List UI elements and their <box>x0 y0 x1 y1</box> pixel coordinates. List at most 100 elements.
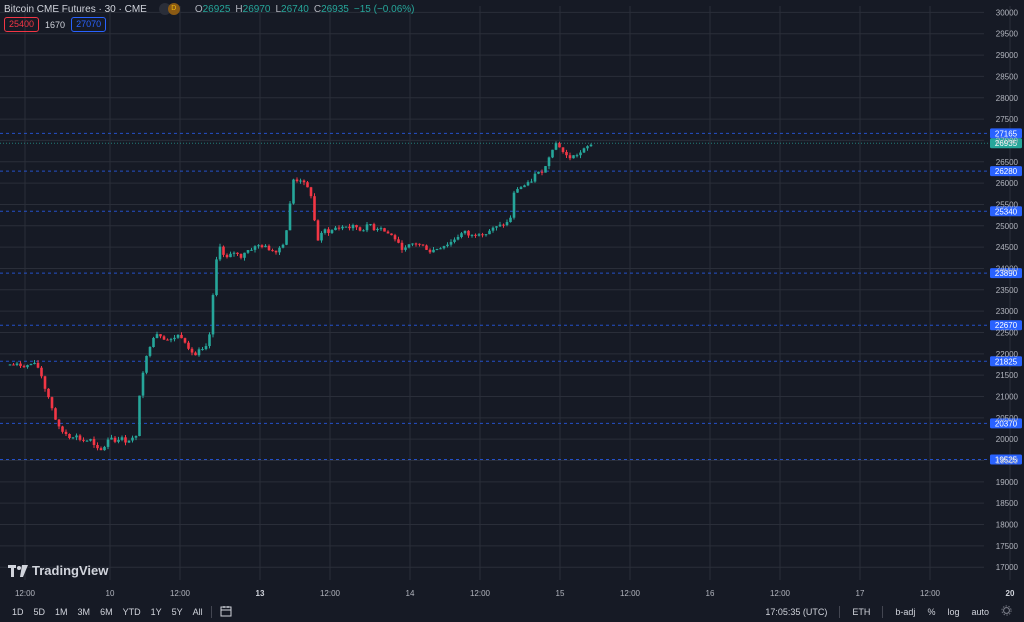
horizontal-line-label-bg <box>990 268 1022 279</box>
candle-body <box>124 437 127 443</box>
candle-body <box>558 143 561 148</box>
candle-body <box>432 249 435 253</box>
alert-right[interactable]: 27070 <box>71 17 107 32</box>
y-tick-label: 29000 <box>996 51 1019 60</box>
candle-body <box>8 364 12 366</box>
candle-body <box>190 348 194 353</box>
candle-body <box>99 448 103 451</box>
candle-body <box>551 149 554 158</box>
candle-body <box>141 372 145 396</box>
x-tick-label: 10 <box>106 589 115 598</box>
candle-body <box>103 446 106 451</box>
percent-button[interactable]: % <box>927 606 936 617</box>
horizontal-lines[interactable]: 27165 26280 25340 23890 22670 21825 20370 19525… <box>0 128 1022 465</box>
candle-body <box>337 227 341 229</box>
candle-body <box>369 224 372 226</box>
y-tick-label: 17500 <box>996 542 1019 551</box>
candle-body <box>334 227 337 231</box>
timeframe-button[interactable]: All <box>192 606 203 617</box>
candle-body <box>484 234 488 236</box>
candle-body <box>407 244 411 248</box>
candle-body <box>292 179 295 204</box>
candle-body <box>89 439 92 441</box>
candle-body <box>316 220 320 241</box>
candle-body <box>64 431 68 434</box>
tradingview-logo[interactable]: TradingView <box>8 563 108 578</box>
candle-body <box>320 232 323 241</box>
candle-body <box>138 395 141 437</box>
session-button[interactable]: ETH <box>852 606 871 617</box>
candles <box>8 141 593 451</box>
log-button[interactable]: log <box>947 606 960 617</box>
auto-button[interactable]: auto <box>971 606 989 617</box>
candle-body <box>12 364 15 366</box>
adjustment-button[interactable]: b-adj <box>895 606 916 617</box>
candle-body <box>50 397 54 409</box>
candle-body <box>327 229 330 233</box>
y-tick-label: 19000 <box>996 478 1019 487</box>
x-tick-label: 20 <box>1006 589 1015 598</box>
open-label: O <box>194 3 203 15</box>
x-tick-label: 12:00 <box>15 589 36 598</box>
calendar-range-icon[interactable] <box>220 605 232 619</box>
x-tick-label: 13 <box>256 589 265 598</box>
timeframe-button[interactable]: 5Y <box>171 606 183 617</box>
candle-body <box>512 192 516 218</box>
candle-body <box>540 171 544 173</box>
low-label: L <box>275 3 282 15</box>
candle-body <box>344 226 348 228</box>
candle-body <box>218 246 222 260</box>
candle-body <box>169 339 173 341</box>
symbol-title[interactable]: Bitcoin CME Futures · 30 · CME <box>4 3 147 15</box>
timeframe-button[interactable]: 6M <box>100 606 113 617</box>
candle-body <box>397 239 400 243</box>
candle-body <box>204 346 208 350</box>
horizontal-line-label-bg <box>990 418 1022 429</box>
candle-body <box>491 227 495 231</box>
candle-body <box>498 224 502 227</box>
candle-body <box>47 388 50 398</box>
y-tick-label: 26000 <box>996 179 1019 188</box>
data-delayed-badge[interactable]: D <box>167 3 180 15</box>
candle-body <box>134 436 138 438</box>
candle-body <box>575 155 579 157</box>
timeframe-button[interactable]: YTD <box>122 606 141 617</box>
alert-left[interactable]: 25400 <box>4 17 40 32</box>
clock-readout[interactable]: 17:05:35 (UTC) <box>765 606 828 617</box>
candle-body <box>516 189 519 193</box>
candle-body <box>519 187 523 190</box>
y-tick-label: 20000 <box>996 435 1019 444</box>
candle-body <box>554 143 558 150</box>
time-axis[interactable]: 12:00 10 12:00 13 12:00 14 12:00 15 12:00 16 12:00… <box>15 589 1015 598</box>
candle-body <box>449 241 453 245</box>
y-tick-label: 25500 <box>996 200 1019 209</box>
alerts-row: 25400 1670 27070 <box>4 17 107 32</box>
candle-body <box>379 228 383 230</box>
timeframe-button[interactable]: 5D <box>33 606 46 617</box>
gear-icon[interactable] <box>1001 605 1012 618</box>
candle-body <box>456 236 460 240</box>
price-axis[interactable]: 17000 17500 18000 18500 19000 19500 20000 20500… <box>996 8 1019 572</box>
candle-body <box>82 439 85 441</box>
y-tick-label: 27000 <box>996 136 1019 145</box>
candle-body <box>162 336 166 340</box>
candle-body <box>278 247 281 253</box>
timeframe-button[interactable]: 3M <box>77 606 91 617</box>
y-tick-label: 28500 <box>996 72 1019 81</box>
low-value: 26740 <box>281 3 309 15</box>
candle-body <box>19 363 22 367</box>
candle-body <box>309 187 313 197</box>
y-tick-label: 17000 <box>996 563 1019 572</box>
y-tick-label: 23000 <box>996 307 1019 316</box>
timeframe-button[interactable]: 1Y <box>150 606 162 617</box>
timeframe-button[interactable]: 1D <box>12 606 24 617</box>
y-tick-label: 21000 <box>996 392 1019 401</box>
timeframe-button[interactable]: 1M <box>55 606 68 617</box>
candle-body <box>61 426 64 432</box>
candle-body <box>75 435 78 438</box>
candle-body <box>173 337 176 340</box>
candle-body <box>505 222 509 226</box>
symbol-legend: Bitcoin CME Futures · 30 · CME D O 26925 … <box>4 2 414 16</box>
candle-body <box>358 227 362 231</box>
